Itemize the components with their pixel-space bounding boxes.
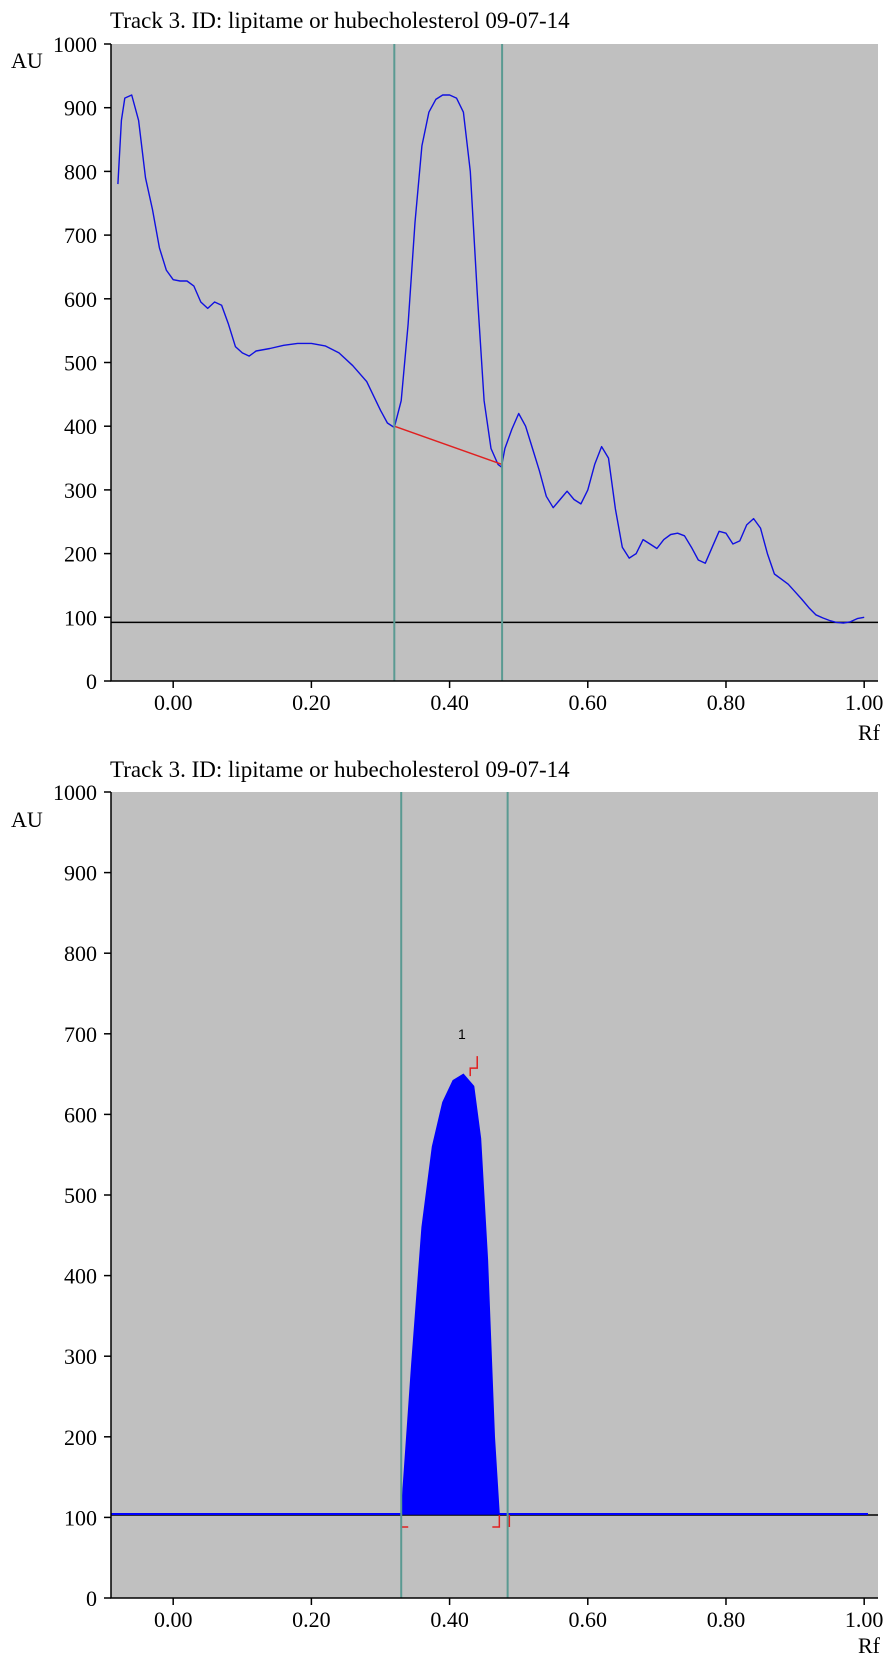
chromatogram-top: Track 3. ID: lipitame or hubecholesterol… — [11, 8, 883, 745]
x-tick-label: 0.40 — [430, 690, 469, 715]
integration-baseline — [394, 425, 503, 466]
y-tick-label: 700 — [64, 1022, 97, 1047]
y-tick-label: 200 — [64, 1425, 97, 1450]
axis-frame — [110, 792, 878, 1599]
y-tick-label: 500 — [64, 351, 97, 376]
peak-area — [400, 1073, 500, 1515]
y-tick-label: 500 — [64, 1183, 97, 1208]
y-tick-label: 300 — [64, 478, 97, 503]
y-tick-label: 900 — [64, 96, 97, 121]
x-tick-label: 0.00 — [154, 1607, 193, 1632]
y-axis-label: AU — [11, 48, 43, 73]
scan-trace-line — [117, 94, 865, 624]
peak-max-marker — [469, 1056, 478, 1077]
y-tick-label: 1000 — [53, 32, 97, 57]
x-axis-label: Rf — [858, 1633, 881, 1658]
x-tick-label: 0.60 — [569, 1607, 608, 1632]
x-tick-label: 0.00 — [154, 690, 193, 715]
chromatogram-bottom: Track 3. ID: lipitame or hubecholesterol… — [11, 757, 883, 1658]
y-tick-label: 200 — [64, 542, 97, 567]
x-tick-label: 0.80 — [707, 690, 746, 715]
x-tick-label: 0.40 — [430, 1607, 469, 1632]
peak-number-label: 1 — [458, 1026, 466, 1042]
y-tick-label: 600 — [64, 287, 97, 312]
y-tick-label: 1000 — [53, 780, 97, 805]
x-tick-label: 1.00 — [845, 690, 884, 715]
y-tick-label: 700 — [64, 223, 97, 248]
y-tick-label: 0 — [86, 669, 97, 694]
x-tick-label: 0.20 — [292, 1607, 331, 1632]
y-tick-label: 0 — [86, 1586, 97, 1611]
y-axis-label: AU — [11, 807, 43, 832]
x-tick-label: 0.20 — [292, 690, 331, 715]
x-axis-label: Rf — [858, 720, 881, 745]
y-tick-label: 800 — [64, 159, 97, 184]
peak-end-bracket — [492, 1514, 501, 1528]
y-tick-label: 600 — [64, 1102, 97, 1127]
plot-area — [111, 44, 878, 681]
x-tick-label: 1.00 — [845, 1607, 884, 1632]
x-tick-label: 0.60 — [569, 690, 608, 715]
y-tick-label: 100 — [64, 605, 97, 630]
y-tick-label: 900 — [64, 861, 97, 886]
chart-title: Track 3. ID: lipitame or hubecholesterol… — [110, 757, 570, 782]
axis-frame — [110, 44, 878, 682]
y-tick-label: 100 — [64, 1505, 97, 1530]
y-tick-label: 400 — [64, 1264, 97, 1289]
chart-title: Track 3. ID: lipitame or hubecholesterol… — [110, 8, 570, 33]
y-tick-label: 800 — [64, 941, 97, 966]
y-tick-label: 300 — [64, 1344, 97, 1369]
x-tick-label: 0.80 — [707, 1607, 746, 1632]
y-tick-label: 400 — [64, 414, 97, 439]
